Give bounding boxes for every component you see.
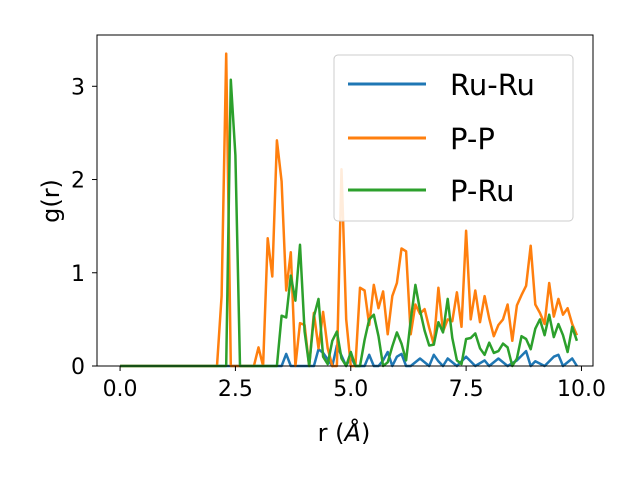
x-tick-label: 10.0 <box>557 377 606 402</box>
x-axis-label: r (Å) <box>318 418 371 447</box>
series-line-p-ru <box>120 78 579 368</box>
y-tick-label: 2 <box>71 169 85 194</box>
legend-box <box>333 54 574 222</box>
x-axis: 0.0 2.5 5.0 7.5 10.0 <box>103 366 606 402</box>
y-tick-label: 0 <box>71 355 85 380</box>
series-line-p-p <box>120 52 579 368</box>
y-axis-label: g(r) <box>37 179 65 223</box>
legend-label-p-p: P-P <box>450 122 495 156</box>
x-tick-label: 0.0 <box>103 377 138 402</box>
x-tick-label: 7.5 <box>449 377 484 402</box>
legend-label-ru-ru: Ru-Ru <box>450 68 535 102</box>
y-tick-label: 1 <box>71 262 85 287</box>
x-tick-label: 5.0 <box>333 377 368 402</box>
plot-frame <box>96 34 594 367</box>
y-axis: 0 1 2 3 <box>71 75 97 380</box>
legend-label-p-ru: P-Ru <box>450 174 515 208</box>
y-tick-label: 3 <box>71 75 85 100</box>
x-tick-label: 2.5 <box>218 377 253 402</box>
legend: Ru-Ru P-P P-Ru <box>333 54 574 222</box>
